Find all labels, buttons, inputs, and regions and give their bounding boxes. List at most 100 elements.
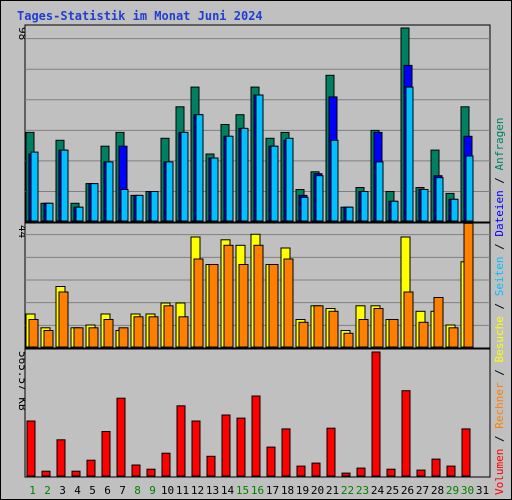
day-label-24: 24 bbox=[371, 484, 385, 497]
day-label-30: 30 bbox=[461, 484, 474, 497]
bar-volumen-day-12 bbox=[191, 420, 201, 477]
legend-sep: / bbox=[493, 296, 506, 316]
bar-volumen-day-11 bbox=[176, 405, 186, 477]
bar-rechner-day-26 bbox=[403, 291, 414, 348]
day-label-28: 28 bbox=[431, 484, 444, 497]
bar-volumen-day-30 bbox=[461, 428, 471, 477]
legend-sep: / bbox=[493, 237, 506, 257]
bar-rechner-day-20 bbox=[313, 305, 324, 348]
day-label-4: 4 bbox=[74, 484, 81, 497]
bar-volumen-day-29 bbox=[446, 465, 456, 477]
bar-rechner-day-22 bbox=[343, 332, 354, 348]
bar-seiten-day-3 bbox=[60, 149, 69, 222]
day-label-29: 29 bbox=[446, 484, 459, 497]
vertical-legend: Volumen / Rechner / Besuche / Seiten / D… bbox=[493, 117, 506, 495]
bar-rechner-day-7 bbox=[118, 327, 129, 348]
bar-seiten-day-21 bbox=[330, 139, 339, 222]
bar-seiten-day-2 bbox=[45, 202, 54, 222]
day-label-23: 23 bbox=[356, 484, 369, 497]
day-label-14: 14 bbox=[221, 484, 235, 497]
bar-volumen-day-14 bbox=[221, 414, 231, 477]
day-label-31: 31 bbox=[476, 484, 489, 497]
bar-seiten-day-30 bbox=[465, 155, 474, 222]
bar-seiten-day-10 bbox=[165, 161, 174, 222]
bar-seiten-day-28 bbox=[435, 177, 444, 222]
bar-rechner-day-28 bbox=[433, 297, 444, 348]
day-label-21: 21 bbox=[326, 484, 339, 497]
bar-volumen-day-21 bbox=[326, 427, 336, 477]
day-label-11: 11 bbox=[176, 484, 189, 497]
legend-besuche: Besuche bbox=[493, 316, 506, 362]
bar-volumen-day-13 bbox=[206, 455, 216, 477]
bar-seiten-day-1 bbox=[30, 151, 39, 222]
bar-rechner-day-25 bbox=[388, 319, 399, 348]
bar-rechner-day-1 bbox=[28, 319, 39, 348]
bar-volumen-day-2 bbox=[41, 470, 51, 477]
bar-volumen-day-6 bbox=[101, 431, 111, 477]
legend-sep: / bbox=[493, 429, 506, 449]
day-label-2: 2 bbox=[44, 484, 51, 497]
day-label-5: 5 bbox=[89, 484, 96, 497]
bar-volumen-day-7 bbox=[116, 397, 126, 477]
bar-rechner-day-29 bbox=[448, 327, 459, 348]
bar-volumen-day-22 bbox=[341, 472, 351, 477]
bar-rechner-day-8 bbox=[133, 316, 144, 348]
bar-rechner-day-3 bbox=[58, 291, 69, 348]
legend-dateien: Dateien bbox=[493, 190, 506, 236]
bar-seiten-day-18 bbox=[285, 137, 294, 222]
bar-volumen-day-20 bbox=[311, 462, 321, 477]
bar-rechner-day-21 bbox=[328, 310, 339, 348]
bar-volumen-day-24 bbox=[371, 351, 381, 477]
bar-seiten-day-8 bbox=[135, 194, 144, 222]
bar-seiten-day-29 bbox=[450, 198, 459, 222]
bar-rechner-day-15 bbox=[238, 264, 249, 348]
legend-sep: / bbox=[493, 363, 506, 383]
bar-volumen-day-16 bbox=[251, 395, 261, 477]
legend-text: Volumen / Rechner / Besuche / Seiten / D… bbox=[493, 117, 506, 495]
bar-volumen-day-4 bbox=[71, 470, 81, 477]
bar-seiten-day-7 bbox=[120, 189, 129, 222]
day-label-27: 27 bbox=[416, 484, 429, 497]
bar-rechner-day-12 bbox=[193, 258, 204, 348]
bar-seiten-day-13 bbox=[210, 157, 219, 222]
bar-volumen-day-9 bbox=[146, 468, 156, 477]
legend-sep: / bbox=[493, 170, 506, 190]
bar-rechner-day-5 bbox=[88, 327, 99, 348]
bar-seiten-day-9 bbox=[150, 191, 159, 222]
bar-volumen-day-10 bbox=[161, 452, 171, 477]
bar-seiten-day-12 bbox=[195, 114, 204, 222]
bar-volumen-day-23 bbox=[356, 467, 366, 477]
day-label-26: 26 bbox=[401, 484, 414, 497]
bar-rechner-day-23 bbox=[358, 319, 369, 348]
day-label-18: 18 bbox=[281, 484, 294, 497]
bar-rechner-day-4 bbox=[73, 327, 84, 348]
bar-seiten-day-20 bbox=[315, 175, 324, 222]
day-label-17: 17 bbox=[266, 484, 279, 497]
day-label-7: 7 bbox=[119, 484, 126, 497]
bar-rechner-day-18 bbox=[283, 258, 294, 348]
bar-volumen-day-18 bbox=[281, 428, 291, 477]
bar-volumen-day-8 bbox=[131, 464, 141, 477]
bar-seiten-day-4 bbox=[75, 206, 84, 222]
bar-seiten-day-6 bbox=[105, 161, 114, 222]
bar-volumen-day-15 bbox=[236, 417, 246, 477]
bar-volumen-day-28 bbox=[431, 458, 441, 477]
bar-rechner-day-9 bbox=[148, 316, 159, 348]
bar-rechner-day-19 bbox=[298, 321, 309, 348]
bar-volumen-day-25 bbox=[386, 468, 396, 477]
bar-rechner-day-14 bbox=[223, 244, 234, 348]
day-label-10: 10 bbox=[161, 484, 174, 497]
bar-seiten-day-5 bbox=[90, 183, 99, 222]
day-label-3: 3 bbox=[59, 484, 66, 497]
day-label-19: 19 bbox=[296, 484, 309, 497]
bar-rechner-day-6 bbox=[103, 319, 114, 348]
bar-seiten-day-11 bbox=[180, 131, 189, 222]
bar-rechner-day-2 bbox=[43, 330, 54, 348]
legend-seiten: Seiten bbox=[493, 257, 506, 297]
bar-volumen-day-1 bbox=[26, 420, 36, 477]
bar-rechner-day-13 bbox=[208, 264, 219, 348]
bar-rechner-day-10 bbox=[163, 305, 174, 348]
legend-volumen: Volumen bbox=[493, 449, 506, 495]
bar-seiten-day-16 bbox=[255, 94, 264, 222]
legend-rechner: Rechner bbox=[493, 382, 506, 429]
